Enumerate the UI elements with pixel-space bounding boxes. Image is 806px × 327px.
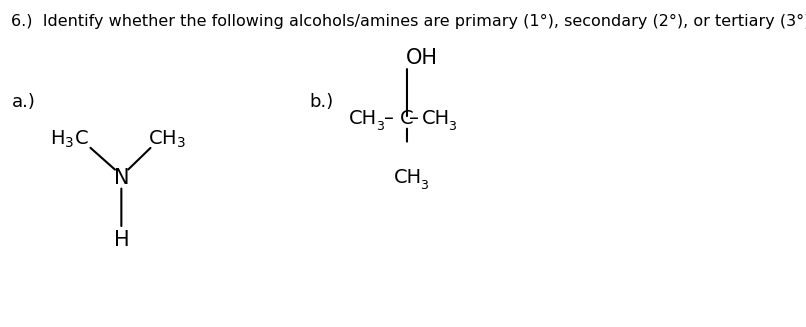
Text: CH$_3$: CH$_3$ — [147, 129, 185, 150]
Text: b.): b.) — [310, 94, 334, 112]
Text: 3: 3 — [376, 120, 384, 133]
Text: –: – — [409, 109, 418, 128]
Text: –: – — [384, 109, 393, 128]
Text: OH: OH — [406, 48, 438, 68]
Text: 3: 3 — [420, 179, 428, 192]
Text: H$_3$C: H$_3$C — [50, 129, 89, 150]
Text: CH: CH — [422, 109, 450, 128]
Text: CH: CH — [393, 168, 422, 187]
Text: 3: 3 — [448, 120, 456, 133]
Text: 6.)  Identify whether the following alcohols/amines are primary (1°), secondary : 6.) Identify whether the following alcoh… — [11, 14, 806, 29]
Text: H: H — [114, 230, 129, 250]
Text: C: C — [400, 109, 413, 128]
Text: CH: CH — [349, 109, 377, 128]
Text: a.): a.) — [11, 94, 35, 112]
Text: N: N — [114, 168, 129, 188]
